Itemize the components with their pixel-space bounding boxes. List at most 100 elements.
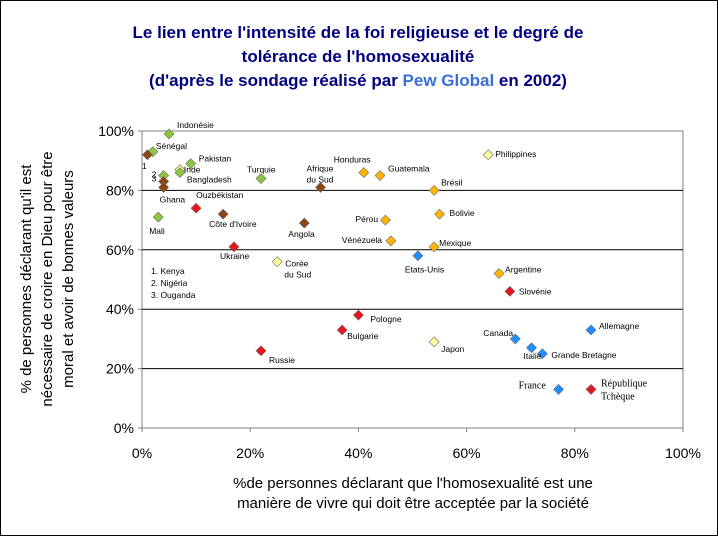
point-marker-32 [509, 333, 521, 345]
point-label-33: Italie [524, 351, 542, 361]
point-marker-28 [352, 309, 364, 321]
x-tick-label-5: 100% [665, 445, 701, 461]
point-label-30: Japon [441, 344, 464, 354]
point-label-11: Côte d'Ivoire [209, 219, 257, 229]
point-label-6: Inde [184, 165, 201, 175]
point-label-2: 1 [142, 161, 147, 171]
y-tick-label-2: 40% [106, 301, 134, 317]
point-label-27: Slovénie [519, 286, 552, 296]
y-tick-label-3: 60% [106, 242, 134, 258]
point-label-32: Canada [483, 328, 513, 338]
point-label-28: Pologne [370, 314, 401, 324]
chart-title-line1: Le lien entre l'intensité de la foi reli… [133, 23, 584, 42]
point-label-35: Allemagne [599, 321, 639, 331]
chart-title-line2: tolérance de l'homosexualité [242, 47, 475, 66]
chart-title-prefix: (d'après le sondage réalisé par [149, 71, 402, 90]
point-label-5: Pakistan [199, 154, 232, 164]
y-tick-label-4: 80% [106, 182, 134, 198]
point-marker-8 [158, 182, 170, 193]
point-marker-25 [412, 250, 424, 262]
point-label-9: Mali [149, 226, 165, 236]
point-marker-13 [315, 182, 326, 193]
point-label-8: Ghana [160, 194, 186, 204]
data-points [141, 128, 597, 395]
point-label-23: Vénézuela [342, 235, 382, 245]
chart-title-highlight: Pew Global [403, 71, 495, 90]
point-label-4: 3 [152, 173, 157, 183]
point-marker-37 [585, 383, 597, 395]
point-label-29: Bulgarie [347, 331, 378, 341]
point-marker-0 [163, 128, 175, 140]
x-tick-label-1: 20% [236, 445, 264, 461]
point-label-12: Turquie [247, 165, 276, 175]
point-marker-10 [190, 202, 202, 214]
point-label-36: France [519, 380, 547, 391]
y-axis-title-line2: nécessaire de croire en Dieu pour être [39, 151, 56, 406]
point-label-0: Indonésie [177, 120, 214, 130]
point-marker-22 [380, 214, 391, 226]
point-marker-21 [434, 208, 445, 220]
footnote-line-1: 1. Kenya [151, 266, 185, 276]
point-label-7: Bangladesh [187, 175, 232, 185]
point-label-34: Grande Bretagne [551, 350, 616, 360]
point-label-3: 2 [152, 170, 157, 180]
point-marker-35 [585, 324, 597, 336]
x-tick-label-4: 80% [561, 445, 589, 461]
point-marker-5 [185, 158, 197, 170]
point-marker-33 [526, 342, 537, 354]
point-label-37: République Tchèque [601, 378, 648, 402]
point-marker-27 [504, 285, 516, 297]
point-label-14: Angola [288, 229, 315, 239]
point-marker-23 [385, 235, 397, 247]
point-marker-11 [217, 208, 229, 220]
point-marker-24 [428, 241, 440, 253]
point-label-13: Afrique du Sud [307, 163, 334, 184]
point-label-1: Sénégal [156, 141, 187, 151]
point-label-16: Corée du Sud [284, 259, 311, 280]
point-marker-18 [374, 170, 386, 181]
point-marker-2 [141, 149, 153, 161]
point-labels: Indonésie Sénégal 123 PakistanIndeBanglades… [142, 120, 648, 402]
point-label-21: Bolivie [450, 208, 475, 218]
point-label-10: Ouzbékistan [196, 190, 244, 200]
point-label-26: Argentine [505, 265, 542, 275]
x-axis-title-line1: %de personnes déclarant que l'homosexual… [233, 475, 593, 492]
point-marker-14 [298, 217, 310, 229]
point-marker-20 [482, 149, 494, 161]
y-axis-title-line3: moral et avoir de bonnes valeurs [60, 170, 77, 388]
point-label-20: Philippines [495, 149, 536, 159]
y-axis-title-line1: % de personnes déclarant qu'il est [18, 164, 35, 394]
footnote-line-2: 2. Nigéria [151, 278, 188, 288]
point-marker-7 [174, 167, 186, 179]
point-marker-30 [428, 336, 440, 348]
point-marker-16 [271, 256, 283, 268]
point-marker-26 [493, 268, 505, 279]
chart-title-suffix: en 2002) [494, 71, 567, 90]
point-label-22: Pérou [355, 214, 378, 224]
point-label-31: Russie [269, 355, 295, 365]
x-axis-title-line2: manière de vivre qui doit être acceptée … [237, 495, 589, 512]
point-marker-19 [428, 184, 440, 196]
point-label-25: Etats-Unis [405, 265, 444, 275]
point-label-18: Guatemala [388, 164, 430, 174]
point-marker-17 [358, 167, 370, 179]
point-label-15: Ukraine [220, 251, 250, 261]
point-marker-29 [336, 324, 348, 336]
plot-area [141, 130, 684, 429]
x-tick-label-0: 0% [132, 445, 152, 461]
y-axis-title: % de personnes déclarant qu'il est néces… [18, 151, 77, 406]
point-label-24: Mexique [439, 238, 471, 248]
x-tick-label-3: 60% [453, 445, 481, 461]
point-marker-9 [152, 211, 164, 223]
point-marker-15 [228, 241, 240, 253]
x-tick-label-2: 40% [344, 445, 372, 461]
chart-title-line3: (d'après le sondage réalisé par Pew Glob… [149, 71, 567, 90]
point-marker-31 [255, 345, 267, 357]
point-label-17: Honduras [334, 155, 371, 165]
y-tick-label-1: 20% [106, 361, 134, 377]
y-tick-label-0: 0% [114, 420, 134, 436]
footnote-legend: 1. Kenya 2. Nigéria 3. Ouganda [151, 266, 196, 300]
point-marker-12 [255, 173, 267, 184]
